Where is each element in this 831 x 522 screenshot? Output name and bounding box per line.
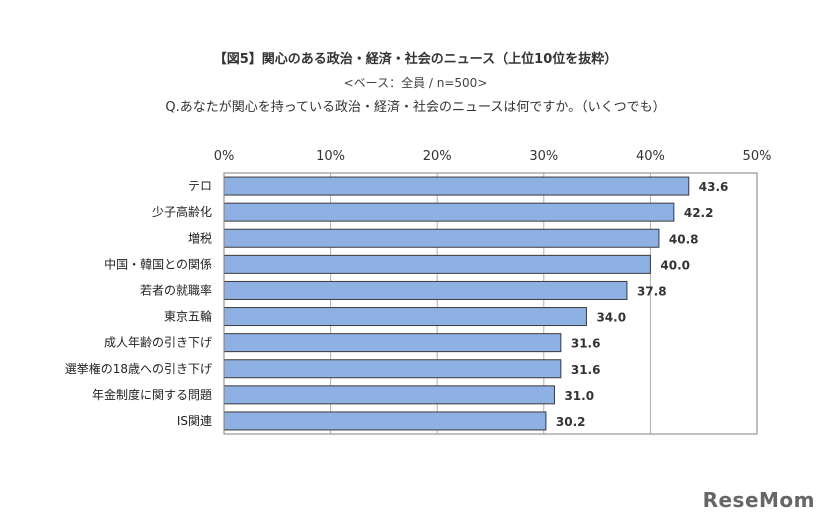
category-label: 中国・韓国との関係	[104, 256, 212, 271]
value-label: 31.6	[571, 337, 601, 351]
chart-subtitle: <ベース：全員 / n=500>	[343, 76, 488, 90]
x-tick-label: 20%	[423, 149, 452, 164]
resemom-logo: ReseMom	[702, 488, 815, 512]
bar	[223, 385, 555, 405]
category-label: テロ	[188, 179, 212, 193]
value-label: 31.6	[571, 363, 601, 377]
value-label: 30.2	[556, 415, 586, 429]
bar	[223, 176, 690, 196]
category-label: 選挙権の18歳への引き下げ	[65, 361, 212, 376]
value-labels: 43.6 42.2 40.8 40.0 37.8 34.0 31.6 31.6 31.0 30.2	[556, 180, 728, 429]
x-tick-label: 10%	[316, 149, 345, 164]
value-label: 42.2	[684, 206, 714, 220]
x-axis-ticks: 0% 10% 20% 30% 40% 50%	[214, 149, 772, 164]
survey-question: Q.あなたが関心を持っている政治・経済・社会のニュースは何ですか。（いくつでも）	[165, 100, 666, 115]
x-tick-label: 40%	[636, 149, 665, 164]
value-label: 40.8	[669, 232, 699, 246]
x-tick-label: 30%	[529, 149, 558, 164]
category-label: 年金制度に関する問題	[92, 387, 212, 402]
bars	[223, 176, 690, 431]
x-tick-label: 50%	[743, 149, 772, 164]
category-label: 少子高齢化	[152, 204, 212, 219]
bar	[223, 228, 660, 248]
bar	[223, 333, 562, 353]
bar	[223, 254, 651, 274]
value-label: 40.0	[660, 258, 690, 272]
bar	[223, 307, 587, 327]
category-label: 成人年齢の引き下げ	[104, 335, 212, 350]
x-tick-label: 0%	[214, 149, 235, 164]
bar	[223, 280, 628, 300]
category-label: IS関連	[177, 414, 212, 428]
bar	[223, 359, 562, 379]
category-label: 増税	[188, 231, 212, 245]
category-label: 若者の就職率	[140, 282, 212, 297]
chart-title: 【図5】関心のある政治・経済・社会のニュース（上位10位を抜粋）	[213, 52, 618, 67]
value-label: 43.6	[699, 180, 729, 194]
bar	[223, 411, 547, 431]
category-label: 東京五輪	[164, 309, 212, 324]
value-label: 37.8	[637, 284, 667, 298]
value-label: 31.0	[564, 389, 594, 403]
bar	[223, 202, 675, 222]
plot-area-border	[223, 172, 758, 435]
value-label: 34.0	[596, 311, 626, 325]
category-labels: テロ少子高齢化増税中国・韓国との関係若者の就職率東京五輪成人年齢の引き下げ選挙権…	[65, 179, 212, 428]
